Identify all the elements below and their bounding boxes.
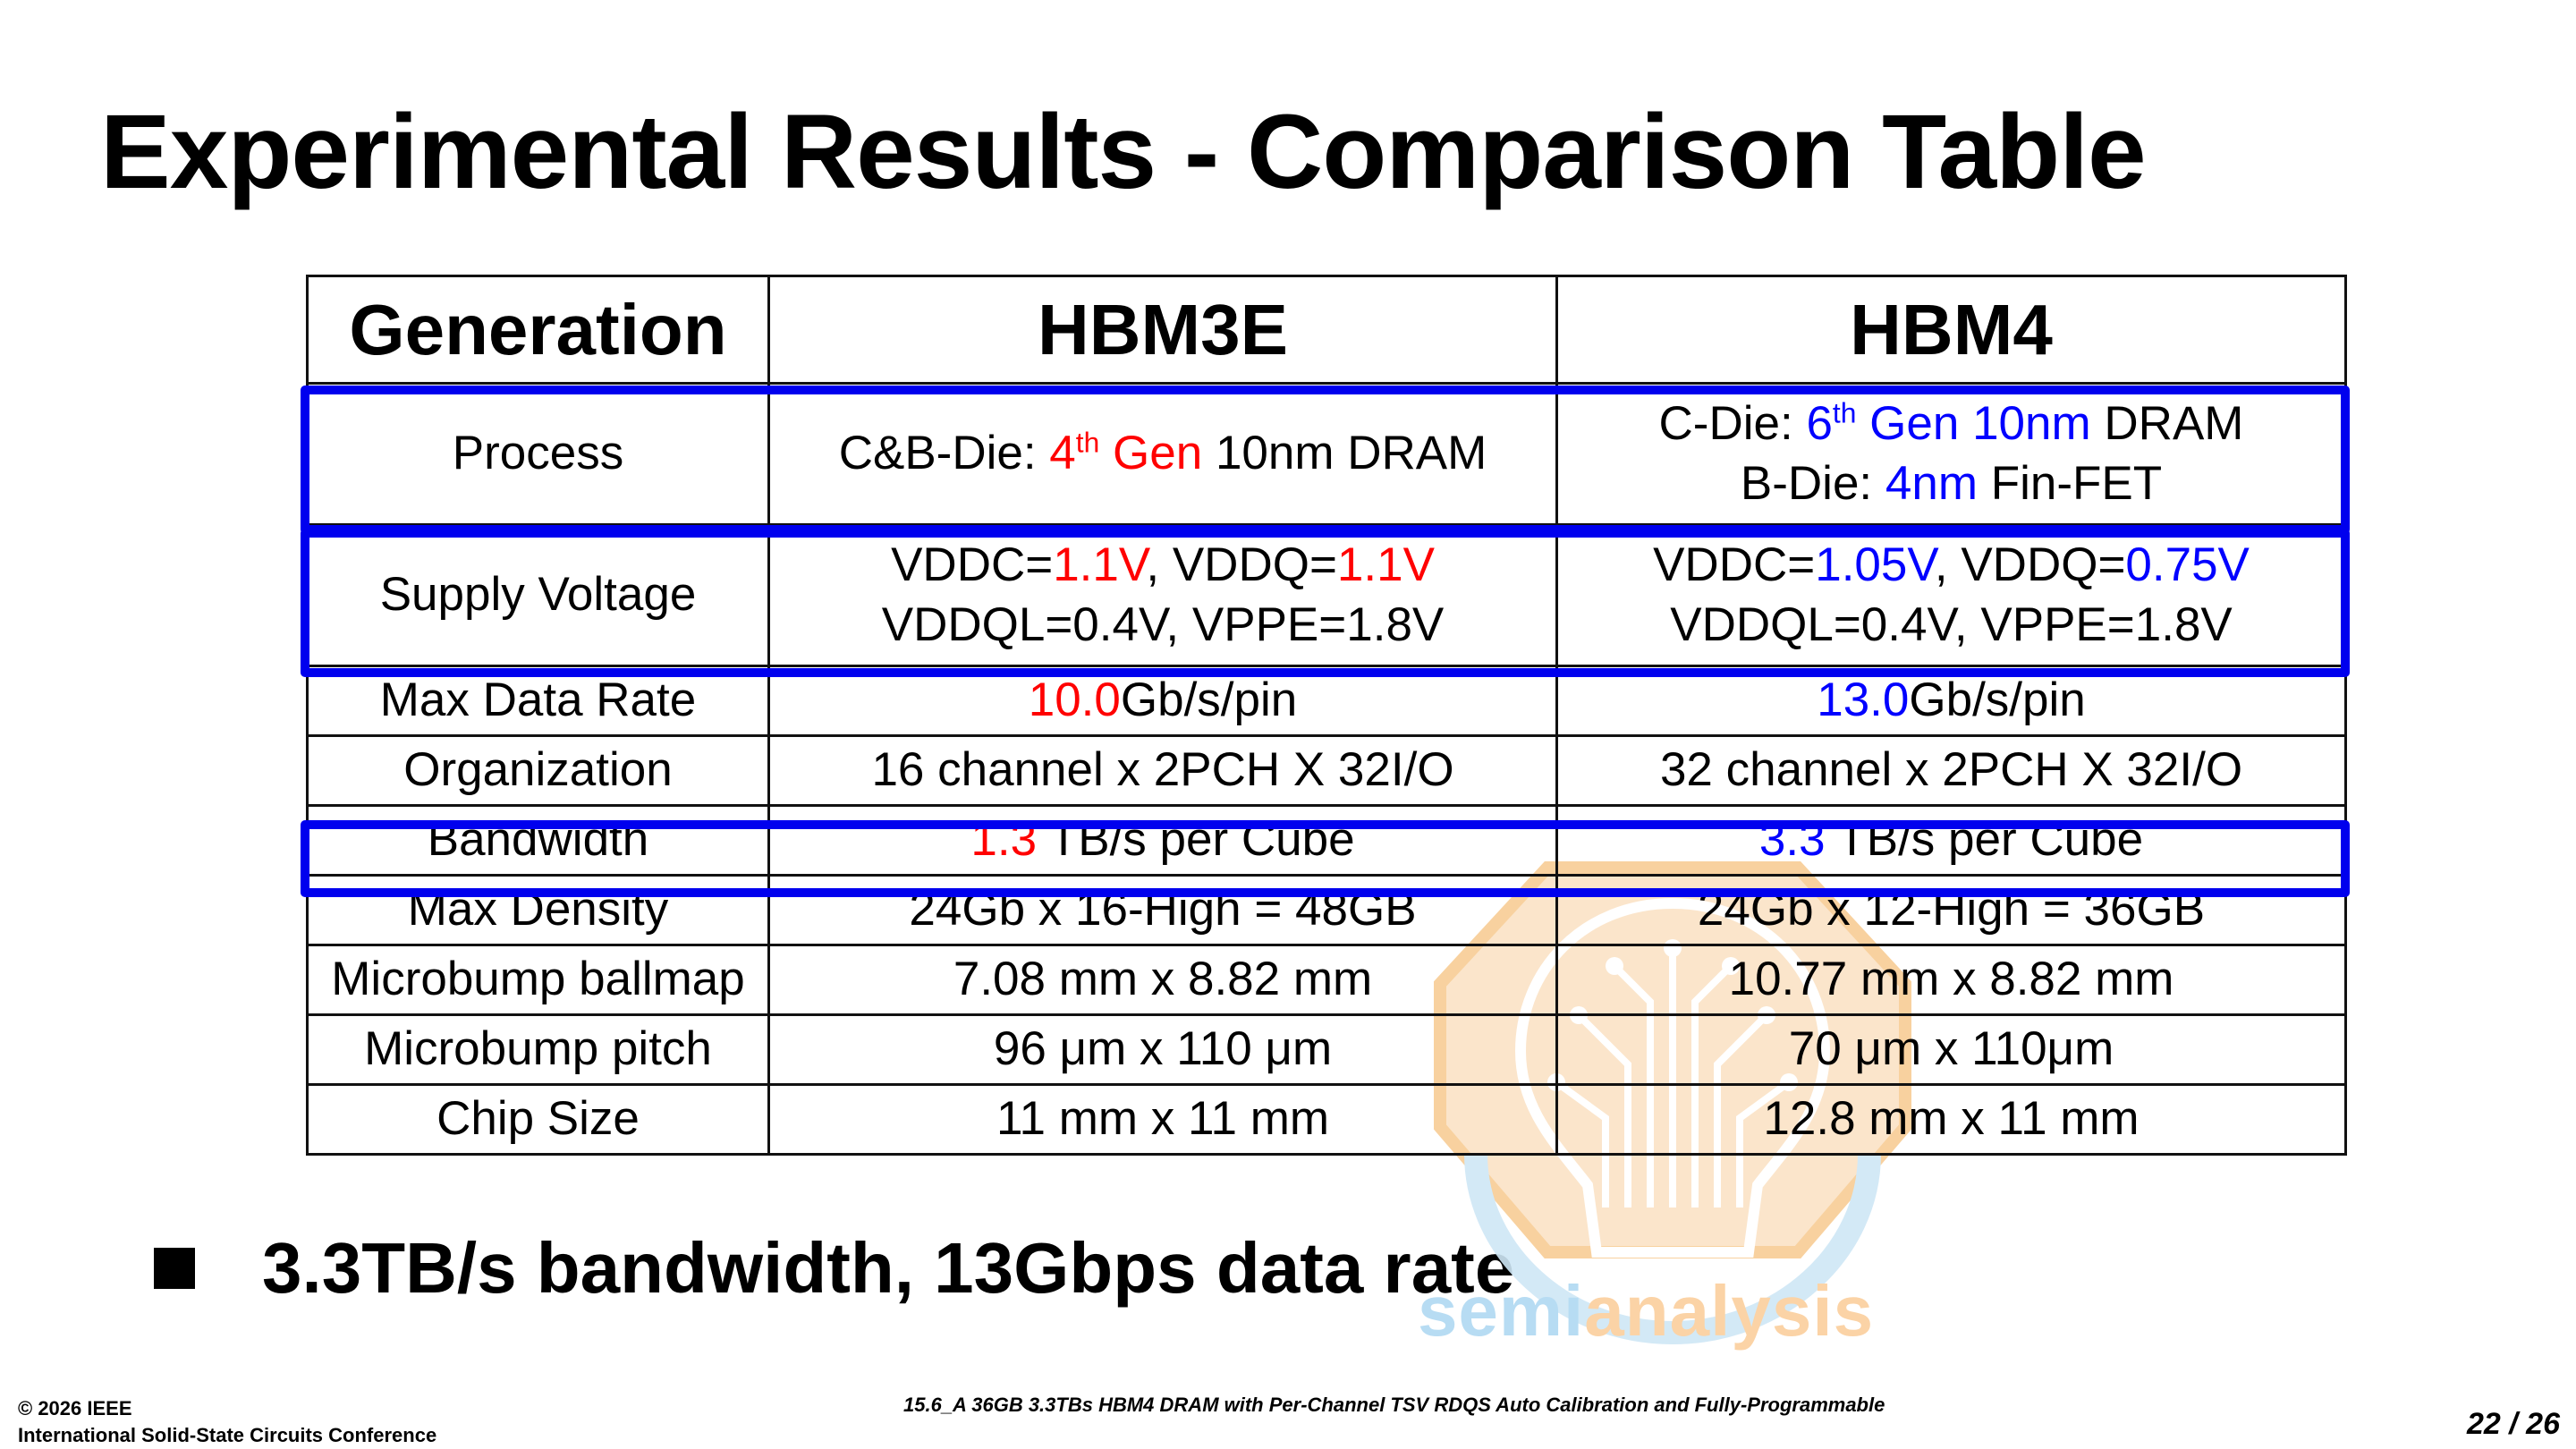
page-number: 22 / 26 — [2467, 1407, 2560, 1441]
row-label: Supply Voltage — [306, 523, 770, 667]
watermark-text: semianalysis — [1417, 1271, 1875, 1351]
header-hbm3e: HBM3E — [767, 275, 1558, 385]
voltage-hbm4: VDDC=1.05V, VDDQ=0.75V VDDQL=0.4V, VPPE=… — [1555, 523, 2347, 667]
voltage-hbm3e: VDDC=1.1V, VDDQ=1.1V VDDQL=0.4V, VPPE=1.… — [767, 523, 1558, 667]
header-hbm4: HBM4 — [1555, 275, 2347, 385]
row-label: Max Data Rate — [306, 665, 770, 737]
row-label: Max Density — [306, 874, 770, 946]
square-bullet-icon — [154, 1248, 195, 1289]
row-label: Microbump pitch — [306, 1013, 770, 1086]
table-row: Supply Voltage VDDC=1.1V, VDDQ=1.1V VDDQ… — [306, 523, 2347, 667]
table-row: Max Density 24Gb x 16-High = 48GB 24Gb x… — [306, 874, 2347, 946]
summary-text: 3.3TB/s bandwidth, 13Gbps data rate — [262, 1228, 1515, 1308]
summary-bullet: 3.3TB/s bandwidth, 13Gbps data rate — [154, 1227, 1514, 1309]
header-generation: Generation — [306, 275, 770, 385]
conference-name: International Solid-State Circuits Confe… — [18, 1424, 437, 1446]
paper-title: 15.6_A 36GB 3.3TBs HBM4 DRAM with Per-Ch… — [903, 1394, 1885, 1416]
copyright: © 2026 IEEE — [18, 1397, 132, 1419]
table-row: Chip Size 11 mm x 11 mm 12.8 mm x 11 mm — [306, 1083, 2347, 1156]
row-label: Chip Size — [306, 1083, 770, 1156]
density-hbm4: 24Gb x 12-High = 36GB — [1555, 874, 2347, 946]
table-row: Bandwidth 1.3 TB/s per Cube 3.3 TB/s per… — [306, 804, 2347, 877]
table-row: Process C&B-Die: 4th Gen 10nm DRAM C-Die… — [306, 382, 2347, 526]
row-label: Organization — [306, 734, 770, 807]
density-hbm3e: 24Gb x 16-High = 48GB — [767, 874, 1558, 946]
datarate-hbm3e: 10.0Gb/s/pin — [767, 665, 1558, 737]
table-row: Microbump pitch 96 μm x 110 μm 70 μm x 1… — [306, 1013, 2347, 1086]
bandwidth-hbm3e: 1.3 TB/s per Cube — [767, 804, 1558, 877]
row-label: Bandwidth — [306, 804, 770, 877]
pitch-hbm4: 70 μm x 110μm — [1555, 1013, 2347, 1086]
comparison-table: Generation HBM3E HBM4 Process C&B-Die: 4… — [306, 275, 2347, 1156]
process-hbm4: C-Die: 6th Gen 10nm DRAM B-Die: 4nm Fin-… — [1555, 382, 2347, 526]
organization-hbm4: 32 channel x 2PCH X 32I/O — [1555, 734, 2347, 807]
table-header-row: Generation HBM3E HBM4 — [306, 275, 2347, 385]
process-hbm3e: C&B-Die: 4th Gen 10nm DRAM — [767, 382, 1558, 526]
table-row: Max Data Rate 10.0Gb/s/pin 13.0Gb/s/pin — [306, 665, 2347, 737]
footer-left: © 2026 IEEE International Solid-State Ci… — [18, 1395, 436, 1449]
chipsize-hbm3e: 11 mm x 11 mm — [767, 1083, 1558, 1156]
table-row: Organization 16 channel x 2PCH X 32I/O 3… — [306, 734, 2347, 807]
pitch-hbm3e: 96 μm x 110 μm — [767, 1013, 1558, 1086]
bandwidth-hbm4: 3.3 TB/s per Cube — [1555, 804, 2347, 877]
datarate-hbm4: 13.0Gb/s/pin — [1555, 665, 2347, 737]
organization-hbm3e: 16 channel x 2PCH X 32I/O — [767, 734, 1558, 807]
row-label: Microbump ballmap — [306, 944, 770, 1016]
slide-title: Experimental Results - Comparison Table — [100, 93, 2147, 211]
chipsize-hbm4: 12.8 mm x 11 mm — [1555, 1083, 2347, 1156]
ballmap-hbm4: 10.77 mm x 8.82 mm — [1555, 944, 2347, 1016]
table-row: Microbump ballmap 7.08 mm x 8.82 mm 10.7… — [306, 944, 2347, 1016]
ballmap-hbm3e: 7.08 mm x 8.82 mm — [767, 944, 1558, 1016]
row-label: Process — [306, 382, 770, 526]
